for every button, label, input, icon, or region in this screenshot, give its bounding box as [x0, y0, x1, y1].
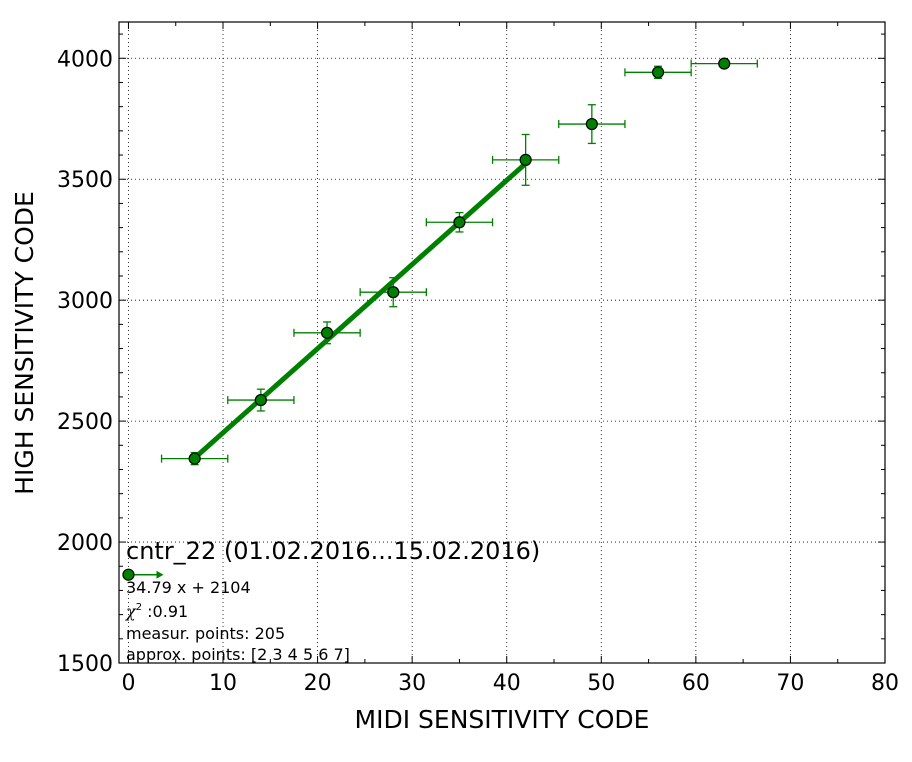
y-tick-label: 2000: [57, 531, 113, 556]
data-point: [519, 153, 532, 166]
y-tick-label: 3500: [57, 168, 113, 193]
data-point: [453, 216, 466, 229]
chi-square: χ2 :0.91: [125, 602, 188, 621]
y-tick-label: 2500: [57, 410, 113, 435]
chi-symbol: χ: [125, 602, 137, 621]
axis-ticks: [119, 22, 886, 664]
data-points: [188, 57, 731, 465]
grid: [119, 22, 886, 664]
chi-exponent: 2: [136, 602, 142, 613]
approx-points: approx. points: [2 3 4 5 6 7]: [126, 645, 350, 664]
fit-equation: 34.79 x + 2104: [126, 578, 251, 597]
measur-points: measur. points: 205: [126, 624, 285, 643]
y-tick-label: 4000: [57, 47, 113, 72]
legend-marker: [122, 568, 164, 581]
error-bars: [160, 59, 758, 466]
y-tick-label: 1500: [57, 652, 113, 677]
x-tick-label: 70: [776, 671, 804, 696]
plot-frame: [118, 21, 886, 664]
x-tick-label: 10: [209, 671, 237, 696]
x-tick-label: 40: [493, 671, 521, 696]
legend-arrow-head: [156, 570, 164, 579]
x-tick-label: 0: [121, 671, 135, 696]
data-point: [651, 66, 665, 79]
legend-point: [122, 568, 135, 581]
annotation-heading: cntr_22 (01.02.2016...15.02.2016): [126, 537, 540, 565]
y-axis-title: HIGH SENSITIVITY CODE: [10, 191, 39, 495]
tick-labels: 0 10 20 30 40 50 60 70 80 1500 2000 2500 3000 3500 400…: [57, 47, 899, 696]
data-point: [188, 452, 201, 465]
data-point: [320, 326, 334, 339]
data-point: [254, 393, 267, 407]
data-point: [387, 286, 400, 299]
data-point: [585, 117, 598, 131]
chi-value: :0.91: [142, 602, 188, 621]
x-axis-title: MIDI SENSITIVITY CODE: [355, 705, 650, 734]
fit-line: [192, 161, 528, 460]
x-tick-label: 20: [304, 671, 332, 696]
x-tick-label: 80: [871, 671, 899, 696]
x-tick-label: 50: [587, 671, 615, 696]
x-tick-label: 60: [682, 671, 710, 696]
y-tick-label: 3000: [57, 289, 113, 314]
data-point: [718, 57, 731, 70]
x-tick-label: 30: [398, 671, 426, 696]
fit-line-group: [192, 161, 528, 460]
